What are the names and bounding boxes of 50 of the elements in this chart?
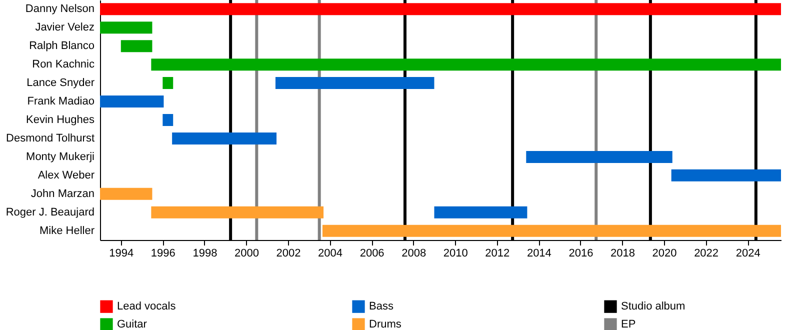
x-tick-label: 2008: [402, 248, 426, 260]
y-tick-label: Frank Madiao: [27, 96, 94, 108]
x-tick-label: 1996: [150, 248, 176, 260]
bar: [162, 114, 174, 126]
bar: [526, 150, 672, 163]
bar: [434, 206, 528, 218]
y-tick-label: Ron Kachnic: [32, 58, 95, 71]
y-tick-label: Kevin Hughes: [26, 114, 95, 126]
x-tick-label: 2016: [568, 248, 594, 260]
y-tick-label: Monty Mukerji: [26, 150, 94, 163]
legend-label: EP: [621, 318, 636, 330]
x-tick-label: 2020: [652, 248, 677, 260]
y-tick-label: Danny Nelson: [25, 3, 94, 16]
x-tick-label: 2014: [526, 248, 552, 260]
bar: [151, 206, 324, 218]
legend-label: Guitar: [117, 318, 148, 330]
bar: [162, 77, 174, 90]
x-tick-label: 2010: [443, 248, 468, 260]
y-tick-label: Alex Weber: [38, 169, 95, 182]
bar: [275, 77, 434, 90]
bar: [100, 3, 781, 16]
x-tick-label: 2004: [318, 248, 343, 260]
x-tick-label: 2018: [610, 248, 635, 260]
bar: [100, 188, 152, 200]
bar: [671, 169, 781, 182]
x-tick-label: 2012: [485, 248, 510, 260]
legend-label: Lead vocals: [117, 300, 176, 313]
legend-label: Studio album: [621, 300, 686, 313]
y-tick-label: Lance Snyder: [26, 77, 95, 90]
bar: [151, 58, 781, 71]
bar: [322, 224, 781, 237]
x-tick-label: 2006: [360, 248, 384, 260]
x-tick-label: 1998: [192, 248, 218, 260]
y-tick-label: Javier Velez: [35, 22, 94, 34]
bar: [100, 96, 164, 108]
y-tick-label: Mike Heller: [39, 224, 95, 237]
x-tick-label: 2002: [276, 248, 301, 260]
bar: [172, 132, 277, 144]
y-tick-label: Ralph Blanco: [29, 40, 94, 52]
y-tick-label: Desmond Tolhurst: [6, 132, 94, 144]
x-tick-label: 1994: [109, 248, 134, 260]
bar: [100, 22, 152, 34]
legend-label: Bass: [369, 300, 394, 313]
y-tick-label: John Marzan: [30, 188, 94, 200]
bar: [120, 40, 152, 52]
x-tick-label: 2024: [736, 248, 760, 260]
legend-label: Drums: [369, 318, 402, 330]
x-tick-label: 2000: [234, 248, 259, 260]
y-tick-label: Roger J. Beaujard: [6, 206, 94, 218]
x-tick-label: 2022: [694, 248, 719, 260]
